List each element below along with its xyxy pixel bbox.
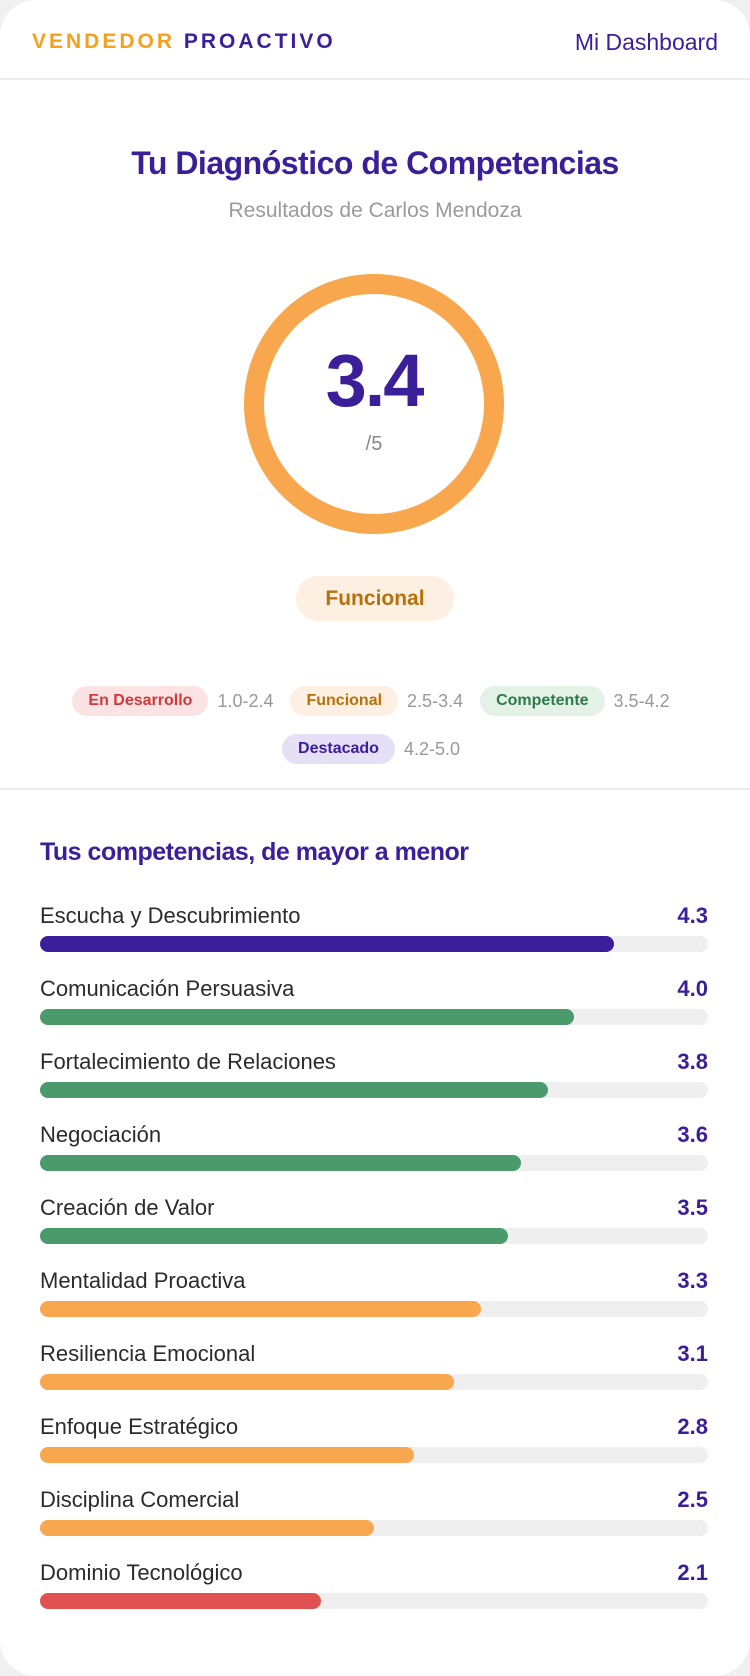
competency-bar-track [40,1082,708,1098]
dashboard-link[interactable]: Mi Dashboard [574,29,718,55]
divider [0,788,750,790]
competency-value: 2.5 [677,1487,708,1512]
legend-range: 1.0-2.4 [217,690,274,711]
competency-value: 4.3 [677,903,708,928]
competency-label: Comunicación Persuasiva [40,976,295,1001]
competency-row: Dominio Tecnológico 2.1 [40,1560,708,1620]
competency-row: Escucha y Descubrimiento 4.3 [40,903,708,963]
competency-label: Escucha y Descubrimiento [40,903,301,928]
legend-pill: Funcional [290,686,399,716]
overall-score: 3.4 [325,339,425,422]
competency-bar-fill [40,1301,481,1317]
legend-range: 2.5-3.4 [407,690,464,711]
competency-value: 4.0 [677,976,708,1001]
competency-bar-fill [40,1447,415,1463]
competency-bar-track [40,1593,708,1609]
competency-row: Fortalecimiento de Relaciones 3.8 [40,1049,708,1109]
competency-row: Mentalidad Proactiva 3.3 [40,1268,708,1328]
score-ring-arc [244,274,504,534]
legend-pill: Destacado [282,734,395,764]
competency-label: Disciplina Comercial [40,1487,240,1512]
competency-bar-fill [40,1082,548,1098]
level-badge: Funcional [296,576,454,621]
score-max: /5 [365,433,383,455]
competency-label: Negociación [40,1122,162,1147]
competencies-title: Tus competencias, de mayor a menor [40,838,469,866]
competency-bar-track [40,1447,708,1463]
competency-value: 3.6 [677,1122,708,1147]
legend-range: 3.5-4.2 [613,690,670,711]
competency-bar-track [40,1228,708,1244]
competency-row: Enfoque Estratégico 2.8 [40,1414,708,1474]
competency-value: 3.8 [677,1049,708,1074]
competency-bar-fill [40,1009,575,1025]
competency-row: Disciplina Comercial 2.5 [40,1487,708,1547]
legend-row: En Desarrollo 1.0-2.4 Funcional 2.5-3.4 Comp… [0,686,750,716]
logo[interactable]: VENDEDOR PROACTIVO [32,30,336,54]
logo-part1: VENDEDOR [32,30,176,53]
competency-label: Mentalidad Proactiva [40,1268,246,1293]
competency-bar-track [40,1301,708,1317]
competency-row: Negociación 3.6 [40,1122,708,1182]
legend-pill: Competente [480,686,605,716]
legend-row: Destacado 4.2-5.0 [0,734,750,764]
competency-bar-track [40,1155,708,1171]
competency-value: 3.3 [677,1268,708,1293]
competency-bar-track [40,1520,708,1536]
page-subtitle: Resultados de Carlos Mendoza [228,199,522,222]
competency-row: Comunicación Persuasiva 4.0 [40,976,708,1036]
competency-value: 3.5 [677,1195,708,1220]
competency-bar-fill [40,936,615,952]
competency-value: 3.1 [677,1341,708,1366]
competency-bar-fill [40,1155,521,1171]
score-ring [244,274,504,534]
competency-value: 2.8 [677,1414,708,1439]
legend-pill: En Desarrollo [72,686,209,716]
logo-part2: PROACTIVO [183,30,336,53]
competency-bar-fill [40,1593,321,1609]
competency-row: Resiliencia Emocional 3.1 [40,1341,708,1401]
competency-label: Resiliencia Emocional [40,1341,256,1366]
competency-bar-fill [40,1228,508,1244]
competency-label: Enfoque Estratégico [40,1414,239,1439]
competency-value: 2.1 [677,1560,708,1585]
header: VENDEDOR PROACTIVO Mi Dashboard [0,0,750,80]
competency-bar-fill [40,1374,455,1390]
competency-label: Fortalecimiento de Relaciones [40,1049,336,1074]
competency-bar-track [40,1374,708,1390]
legend-range: 4.2-5.0 [403,738,460,759]
competency-label: Dominio Tecnológico [40,1560,243,1585]
competency-row: Creación de Valor 3.5 [40,1195,708,1255]
competency-bar-track [40,1009,708,1025]
competency-bar-track [40,936,708,952]
page-title: Tu Diagnóstico de Competencias [131,145,619,181]
competency-label: Creación de Valor [40,1195,215,1220]
competency-bar-fill [40,1520,374,1536]
